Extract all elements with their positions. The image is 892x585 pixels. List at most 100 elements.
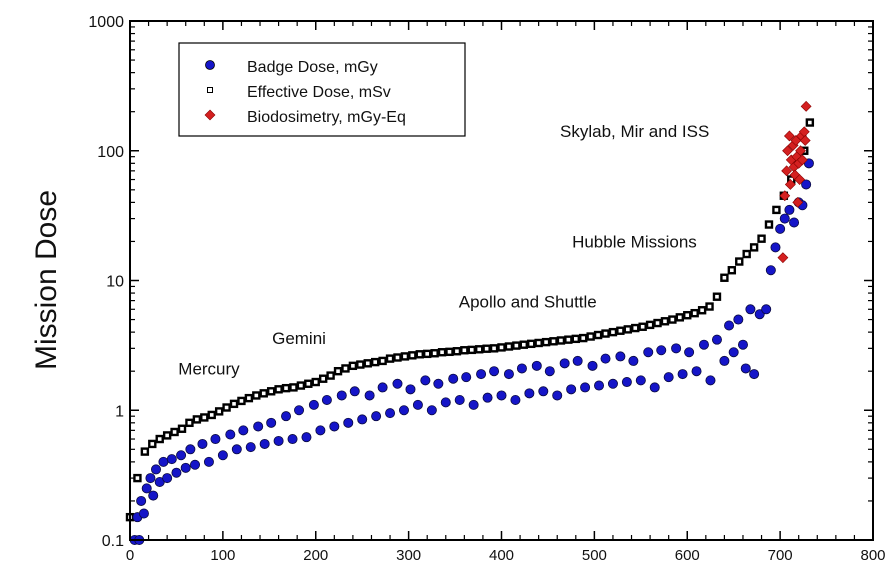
badge-dose-point (745, 304, 756, 315)
biodosimetry-point (799, 135, 811, 146)
effective-dose-point (467, 345, 476, 355)
legend: Badge Dose, mGy Effective Dose, mSv Biod… (178, 42, 466, 137)
effective-dose-point (527, 339, 536, 349)
effective-dose-point (631, 323, 640, 333)
effective-dose-point (727, 266, 737, 275)
biodosimetry-point (782, 145, 793, 157)
effective-dose-point (140, 447, 150, 456)
badge-dose-point (180, 462, 191, 473)
x-tick-label: 800 (860, 547, 885, 564)
y-tick-label: 0.1 (102, 533, 124, 550)
biodosimetry-point (800, 100, 812, 112)
biodosimetry-point (783, 130, 795, 142)
badge-dose-point (364, 390, 375, 401)
badge-dose-point (671, 343, 682, 354)
effective-dose-point (148, 439, 157, 449)
effective-dose-point (541, 337, 551, 347)
effective-dose-point (653, 318, 662, 328)
biodosimetry-point (781, 165, 793, 177)
effective-dose-point (385, 354, 395, 363)
effective-dose-point (497, 343, 506, 352)
badge-dose-point (273, 435, 284, 446)
badge-dose-point (737, 339, 748, 350)
effective-dose-point (482, 344, 491, 353)
badge-dose-point (287, 434, 298, 445)
badge-dose-point (392, 378, 403, 389)
effective-dose-point (720, 273, 729, 282)
effective-dose-point (571, 334, 580, 344)
effective-dose-point (668, 315, 677, 324)
badge-dose-point (691, 366, 702, 377)
badge-dose-point (580, 382, 591, 393)
badge-dose-point (448, 373, 459, 384)
effective-dose-point (475, 345, 484, 354)
effective-dose-point (229, 399, 239, 409)
badge-dose-point (749, 369, 760, 380)
badge-dose-point (489, 366, 500, 377)
badge-dose-point (761, 304, 772, 315)
badge-dose-point (503, 369, 514, 380)
badge-dose-point (801, 179, 812, 190)
x-tick-label: 0 (126, 547, 134, 564)
badge-dose-point (765, 265, 776, 276)
effective-dose-point (170, 427, 179, 437)
badge-dose-point (148, 490, 159, 501)
effective-dose-point (564, 335, 573, 344)
x-tick-label: 200 (303, 547, 328, 564)
badge-dose-point (784, 204, 795, 215)
effective-dose-point (712, 292, 722, 301)
effective-dose-point (705, 302, 714, 311)
effective-dose-point (735, 257, 744, 266)
effective-dose-point (764, 220, 774, 229)
badge-dose-point (405, 384, 416, 395)
badge-dose-point (724, 320, 735, 331)
badge-dose-point (210, 434, 221, 445)
effective-dose-point (452, 347, 462, 356)
effective-dose-point (185, 418, 194, 428)
badge-dose-point (343, 417, 354, 428)
effective-dose-point (556, 336, 566, 345)
effective-dose-point (749, 243, 759, 252)
badge-dose-point (301, 432, 312, 443)
biodosimetry-point (794, 174, 806, 185)
effective-dose-point (415, 350, 424, 359)
effective-dose-point (281, 383, 291, 393)
legend-effective-label: Effective Dose, mSv (247, 84, 391, 101)
effective-dose-point (675, 313, 685, 322)
effective-dose-point (690, 308, 699, 318)
effective-dose-point (333, 366, 343, 376)
effective-dose-point (266, 387, 276, 396)
badge-dose-point (656, 345, 667, 356)
x-tick-label: 500 (582, 547, 607, 564)
badge-dose-point (698, 339, 709, 350)
effective-dose-point (645, 320, 655, 330)
effective-dose-point (534, 338, 543, 348)
badge-dose-point (225, 429, 236, 440)
badge-dose-point (615, 351, 626, 362)
biodosimetry-point (796, 154, 808, 166)
badge-dose-point (531, 360, 542, 371)
effective-dose-point (378, 356, 387, 366)
effective-dose-point (289, 383, 298, 392)
badge-dose-point (594, 380, 605, 391)
x-tick-label: 300 (396, 547, 421, 564)
badge-dose-point (476, 369, 487, 380)
badge-dose-point (136, 495, 147, 506)
badge-dose-point (185, 444, 196, 455)
effective-dose-point (296, 381, 306, 390)
badge-dose-point (171, 467, 182, 478)
badge-dose-point (789, 217, 800, 228)
y-tick-label: 10 (106, 274, 124, 291)
effective-dose-point (697, 306, 707, 315)
badge-dose-point (377, 382, 388, 393)
badge-dose-point (281, 411, 292, 422)
badge-dose-point (308, 399, 319, 410)
effective-dose-point (192, 415, 202, 424)
effective-dose-point (579, 333, 588, 343)
effective-dose-point (430, 349, 439, 358)
legend-bio-marker (204, 109, 216, 121)
effective-dose-point (437, 348, 447, 357)
badge-dose-point (649, 382, 660, 393)
badge-dose-point (420, 375, 431, 386)
